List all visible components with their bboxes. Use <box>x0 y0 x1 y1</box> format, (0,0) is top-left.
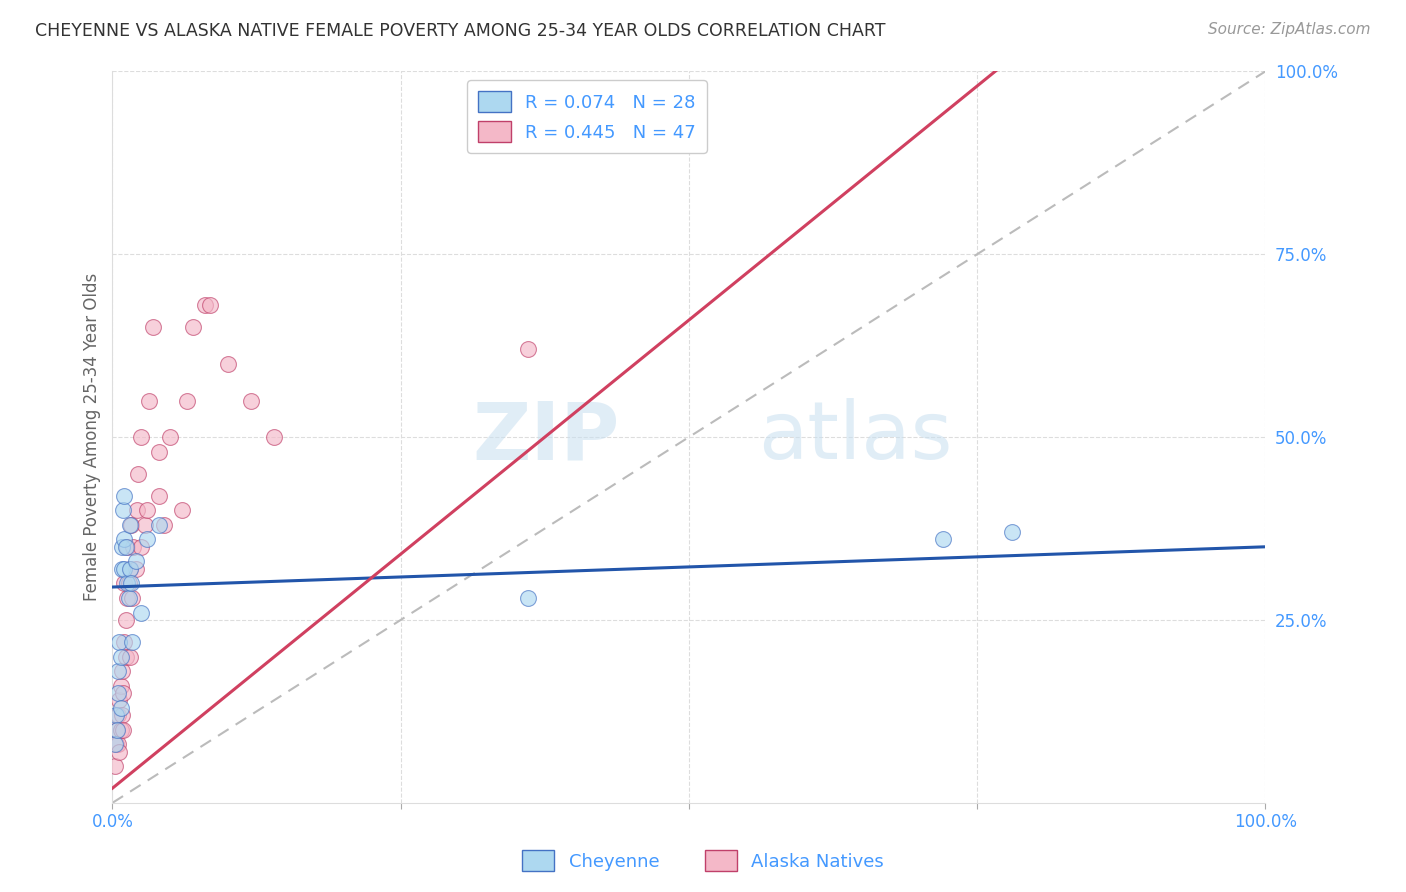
Point <box>124 554 146 568</box>
Point <box>148 489 170 503</box>
Point <box>107 708 129 723</box>
Point <box>115 649 138 664</box>
Point <box>111 664 134 678</box>
Point <box>134 517 156 532</box>
Point <box>117 591 139 605</box>
Point <box>118 562 141 576</box>
Point <box>122 540 145 554</box>
Point <box>127 467 149 481</box>
Point <box>136 533 159 547</box>
Point <box>148 517 170 532</box>
Point <box>121 591 143 605</box>
Point <box>112 576 135 591</box>
Point <box>118 517 141 532</box>
Legend: Cheyenne, Alaska Natives: Cheyenne, Alaska Natives <box>515 843 891 879</box>
Point <box>117 591 139 605</box>
Point <box>148 444 170 458</box>
Point <box>115 540 138 554</box>
Point <box>129 606 153 620</box>
Point <box>117 540 139 554</box>
Y-axis label: Female Poverty Among 25-34 Year Olds: Female Poverty Among 25-34 Year Olds <box>83 273 101 601</box>
Point <box>118 649 141 664</box>
Point <box>263 430 285 444</box>
Point <box>142 320 165 334</box>
Point <box>117 576 139 591</box>
Point <box>107 737 129 751</box>
Point <box>516 591 538 605</box>
Text: ZIP: ZIP <box>472 398 620 476</box>
Point <box>110 649 132 664</box>
Point <box>108 745 131 759</box>
Legend: R = 0.074   N = 28, R = 0.445   N = 47: R = 0.074 N = 28, R = 0.445 N = 47 <box>467 80 707 153</box>
Point <box>111 723 134 737</box>
Point <box>115 613 138 627</box>
Point <box>516 343 538 357</box>
Point <box>159 430 181 444</box>
Point <box>112 533 135 547</box>
Point <box>129 540 153 554</box>
Point <box>104 737 127 751</box>
Point <box>110 700 132 714</box>
Point <box>110 723 132 737</box>
Point <box>120 517 142 532</box>
Point <box>111 540 134 554</box>
Point <box>239 393 262 408</box>
Point <box>105 723 128 737</box>
Point <box>931 533 953 547</box>
Point <box>118 562 141 576</box>
Point <box>121 635 143 649</box>
Point <box>107 664 129 678</box>
Point <box>110 679 132 693</box>
Point <box>176 393 198 408</box>
Point <box>112 562 135 576</box>
Point <box>111 708 134 723</box>
Point <box>117 576 139 591</box>
Point <box>125 503 148 517</box>
Point <box>108 635 131 649</box>
Point <box>112 635 135 649</box>
Point <box>112 489 135 503</box>
Point <box>111 562 134 576</box>
Point <box>181 320 204 334</box>
Point <box>217 357 239 371</box>
Point <box>107 686 129 700</box>
Point <box>104 759 127 773</box>
Point <box>170 503 193 517</box>
Point <box>194 298 217 312</box>
Text: atlas: atlas <box>758 398 952 476</box>
Point <box>153 517 176 532</box>
Point <box>104 708 127 723</box>
Point <box>111 686 134 700</box>
Point <box>104 737 127 751</box>
Point <box>136 503 159 517</box>
Point <box>105 723 128 737</box>
Point <box>111 503 134 517</box>
Text: Source: ZipAtlas.com: Source: ZipAtlas.com <box>1208 22 1371 37</box>
Point <box>138 393 160 408</box>
Point <box>124 562 146 576</box>
Point <box>108 693 131 707</box>
Text: CHEYENNE VS ALASKA NATIVE FEMALE POVERTY AMONG 25-34 YEAR OLDS CORRELATION CHART: CHEYENNE VS ALASKA NATIVE FEMALE POVERTY… <box>35 22 886 40</box>
Point <box>129 430 153 444</box>
Point <box>200 298 222 312</box>
Point <box>1001 525 1024 540</box>
Point <box>120 576 142 591</box>
